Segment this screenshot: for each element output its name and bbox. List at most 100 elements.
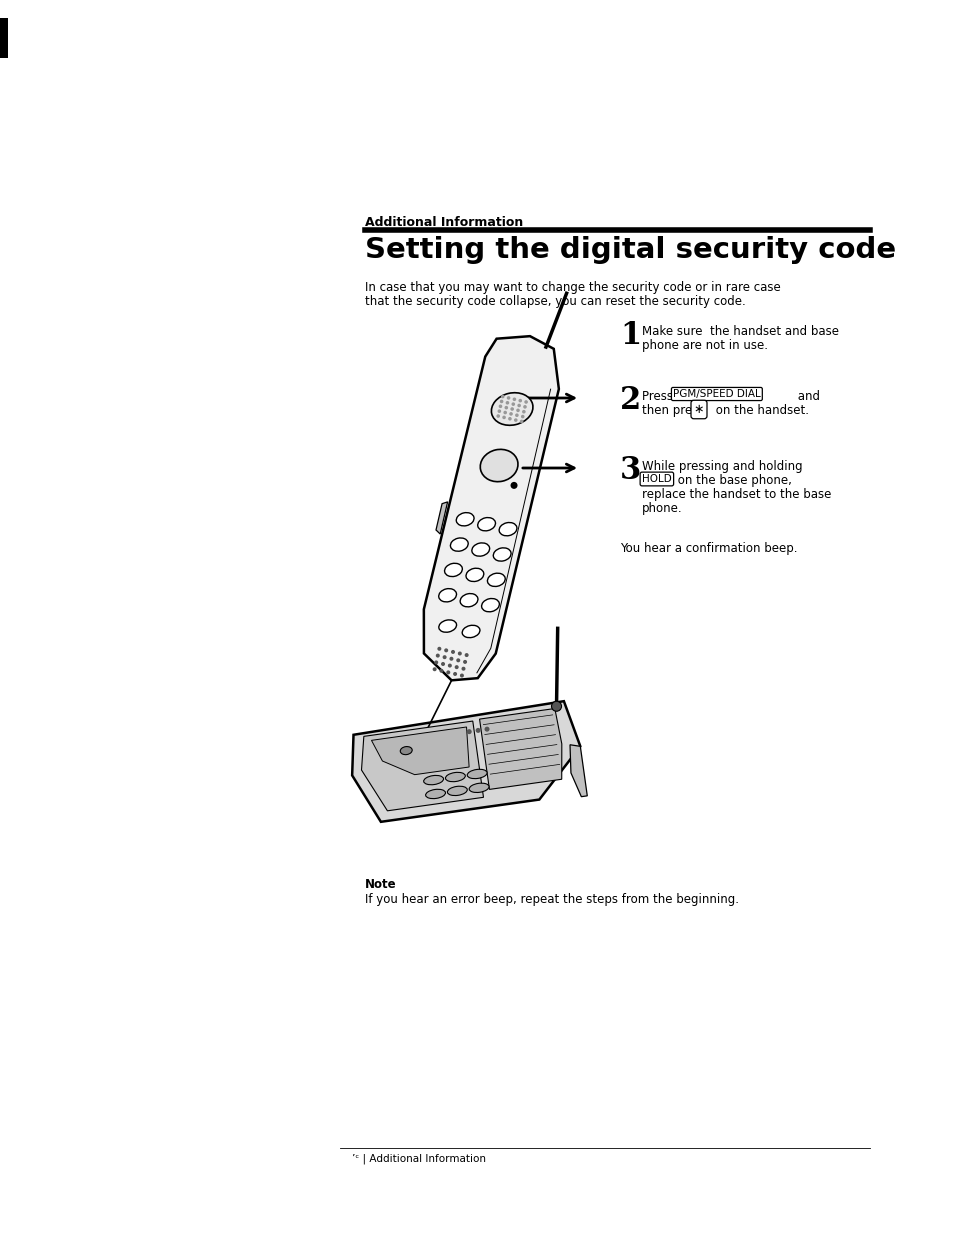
- Circle shape: [484, 726, 489, 731]
- Circle shape: [520, 414, 524, 418]
- Ellipse shape: [461, 625, 479, 637]
- Circle shape: [511, 402, 515, 406]
- Polygon shape: [569, 745, 587, 797]
- Circle shape: [449, 657, 453, 661]
- Text: Setting the digital security code: Setting the digital security code: [365, 236, 895, 264]
- Ellipse shape: [477, 518, 495, 531]
- Ellipse shape: [400, 746, 412, 755]
- Ellipse shape: [465, 568, 483, 582]
- Text: and: and: [793, 390, 820, 403]
- Circle shape: [436, 647, 441, 651]
- Ellipse shape: [425, 789, 445, 799]
- Ellipse shape: [423, 776, 443, 784]
- Polygon shape: [361, 721, 483, 811]
- Circle shape: [453, 672, 456, 676]
- Text: PGM/SPEED DIAL: PGM/SPEED DIAL: [672, 388, 760, 399]
- Ellipse shape: [459, 593, 477, 607]
- Circle shape: [439, 668, 443, 673]
- Text: that the security code collapse, you can reset the security code.: that the security code collapse, you can…: [365, 295, 745, 308]
- Ellipse shape: [447, 787, 467, 795]
- Circle shape: [510, 407, 514, 411]
- Circle shape: [498, 404, 501, 408]
- Polygon shape: [371, 727, 469, 774]
- Circle shape: [444, 649, 448, 652]
- Circle shape: [515, 413, 518, 417]
- Circle shape: [499, 399, 503, 403]
- Ellipse shape: [467, 769, 487, 778]
- Circle shape: [500, 395, 504, 398]
- Circle shape: [433, 667, 436, 671]
- Circle shape: [501, 416, 505, 419]
- Circle shape: [462, 660, 467, 663]
- Text: 3: 3: [619, 455, 640, 486]
- Circle shape: [508, 417, 511, 420]
- Circle shape: [464, 653, 468, 657]
- Circle shape: [522, 404, 526, 408]
- Text: replace the handset to the base: replace the handset to the base: [641, 488, 830, 501]
- Ellipse shape: [444, 563, 462, 577]
- Text: Note: Note: [365, 878, 396, 891]
- Circle shape: [456, 658, 459, 662]
- Circle shape: [514, 418, 517, 422]
- Circle shape: [436, 653, 439, 657]
- Circle shape: [447, 663, 452, 667]
- Circle shape: [451, 650, 455, 653]
- Bar: [0, 18, 8, 58]
- Circle shape: [457, 651, 461, 656]
- Polygon shape: [436, 502, 447, 534]
- Text: ∗: ∗: [693, 403, 703, 416]
- Text: Additional Information: Additional Information: [365, 216, 522, 229]
- Circle shape: [503, 411, 506, 414]
- Ellipse shape: [438, 588, 456, 602]
- Circle shape: [519, 419, 523, 423]
- Ellipse shape: [438, 620, 456, 633]
- Circle shape: [476, 727, 480, 732]
- Text: Press: Press: [641, 390, 676, 403]
- Ellipse shape: [456, 513, 474, 526]
- Text: on the handset.: on the handset.: [711, 404, 808, 417]
- Circle shape: [512, 397, 516, 401]
- Text: on the base phone,: on the base phone,: [673, 473, 791, 487]
- Text: 1: 1: [619, 321, 640, 351]
- Circle shape: [440, 662, 444, 666]
- Circle shape: [510, 482, 517, 488]
- Circle shape: [466, 729, 471, 734]
- Text: You hear a confirmation beep.: You hear a confirmation beep.: [619, 543, 797, 555]
- Circle shape: [551, 702, 561, 711]
- Ellipse shape: [491, 393, 533, 425]
- Ellipse shape: [445, 772, 465, 782]
- Circle shape: [497, 409, 500, 413]
- Circle shape: [461, 667, 465, 671]
- Circle shape: [516, 408, 519, 412]
- Circle shape: [517, 403, 520, 407]
- Circle shape: [459, 673, 463, 678]
- Text: phone are not in use.: phone are not in use.: [641, 339, 767, 351]
- Ellipse shape: [498, 523, 517, 536]
- Ellipse shape: [450, 538, 468, 551]
- Text: ’ᶜ | Additional Information: ’ᶜ | Additional Information: [352, 1154, 485, 1164]
- Ellipse shape: [479, 449, 517, 482]
- Circle shape: [434, 661, 437, 665]
- Circle shape: [506, 396, 510, 399]
- Text: then press: then press: [641, 404, 707, 417]
- Ellipse shape: [487, 573, 505, 587]
- Text: While pressing and holding: While pressing and holding: [641, 460, 801, 473]
- Ellipse shape: [469, 783, 489, 793]
- Text: 2: 2: [619, 385, 640, 416]
- Polygon shape: [352, 702, 579, 822]
- Ellipse shape: [493, 547, 511, 561]
- Text: If you hear an error beep, repeat the steps from the beginning.: If you hear an error beep, repeat the st…: [365, 893, 739, 906]
- Text: phone.: phone.: [641, 502, 682, 515]
- Circle shape: [455, 665, 458, 670]
- Circle shape: [504, 406, 508, 409]
- Text: HOLD: HOLD: [641, 473, 671, 485]
- Ellipse shape: [481, 598, 498, 612]
- Circle shape: [509, 412, 513, 416]
- Circle shape: [446, 671, 450, 674]
- Circle shape: [521, 409, 525, 413]
- Circle shape: [524, 401, 527, 403]
- Ellipse shape: [472, 543, 489, 556]
- Polygon shape: [423, 337, 558, 681]
- Circle shape: [442, 655, 446, 660]
- Circle shape: [496, 414, 499, 418]
